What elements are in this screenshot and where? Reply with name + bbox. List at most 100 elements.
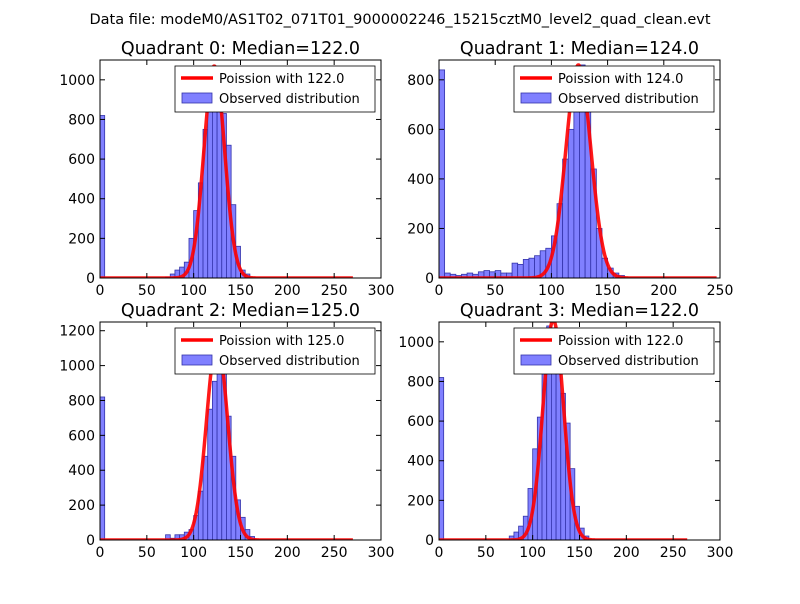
legend-box xyxy=(513,327,715,375)
x-tick-label: 0 xyxy=(96,283,105,299)
histogram-bar xyxy=(207,107,213,278)
x-tick-label: 50 xyxy=(138,545,156,561)
y-tick-label: 1000 xyxy=(59,73,95,89)
y-tick-label: 400 xyxy=(68,192,95,208)
legend: Poission with 122.0 Observed distribution xyxy=(513,327,715,375)
x-tick-label: 50 xyxy=(477,545,495,561)
legend-box xyxy=(174,65,376,113)
legend-label-observed: Observed distribution xyxy=(558,92,699,107)
histogram-bar xyxy=(528,257,535,278)
y-tick-label: 400 xyxy=(407,172,434,188)
y-tick-label: 0 xyxy=(425,271,434,287)
histogram-bar xyxy=(555,361,562,540)
chart-panel-2: 0 50 100 150 200 250 300 0 200 400 600 800 1000 1200 Q… xyxy=(59,301,394,561)
x-tick-label: 300 xyxy=(368,283,395,299)
y-tick-label: 600 xyxy=(407,414,434,430)
legend-label-observed: Observed distribution xyxy=(219,92,360,107)
x-tick-label: 100 xyxy=(180,545,207,561)
legend-bar-swatch xyxy=(520,354,552,366)
chart-title: Quadrant 2: Median=125.0 xyxy=(121,301,360,321)
histogram-bar xyxy=(573,104,580,278)
x-tick-label: 150 xyxy=(227,283,254,299)
poisson-line xyxy=(439,63,718,278)
legend-box xyxy=(174,327,376,375)
y-tick-label: 1200 xyxy=(59,324,95,340)
x-tick-label: 100 xyxy=(538,283,565,299)
x-tick-label: 300 xyxy=(707,545,734,561)
plot-area xyxy=(100,339,354,540)
histogram-bar xyxy=(517,263,524,278)
x-tick-label: 0 xyxy=(435,545,444,561)
y-tick-label: 1000 xyxy=(398,335,434,351)
plot-area xyxy=(439,63,718,278)
poisson-line xyxy=(439,322,689,540)
x-tick-label: 50 xyxy=(486,283,504,299)
y-tick-label: 800 xyxy=(407,73,434,89)
x-tick-label: 200 xyxy=(613,545,640,561)
legend-label-poisson: Poission with 122.0 xyxy=(219,72,344,87)
chart-title: Quadrant 1: Median=124.0 xyxy=(460,39,699,59)
plot-area xyxy=(100,64,354,278)
chart-panel-1: 0 50 100 150 200 250 0 200 400 600 800 Quadrant 1: … xyxy=(407,39,733,299)
y-tick-label: 800 xyxy=(68,112,95,128)
y-tick-label: 1000 xyxy=(59,359,95,375)
y-tick-label: 0 xyxy=(425,533,434,549)
histogram-bar xyxy=(522,259,530,278)
histogram-bar xyxy=(511,262,519,278)
y-tick-label: 200 xyxy=(407,493,434,509)
chart-panel-3: 0 50 100 150 200 250 300 0 200 400 600 800 1000 Quadr… xyxy=(398,301,733,561)
x-tick-label: 200 xyxy=(274,283,301,299)
histogram-bar xyxy=(211,380,218,540)
x-tick-label: 150 xyxy=(566,545,593,561)
figure-title: Data file: modeM0/AS1T02_071T01_90000022… xyxy=(89,12,710,28)
x-tick-label: 250 xyxy=(660,545,687,561)
y-tick-label: 200 xyxy=(68,231,95,247)
x-tick-label: 150 xyxy=(594,283,621,299)
y-tick-label: 600 xyxy=(68,152,95,168)
legend-bar-swatch xyxy=(181,92,213,104)
x-tick-label: 100 xyxy=(180,283,207,299)
legend-label-poisson: Poission with 124.0 xyxy=(558,72,683,87)
y-tick-label: 0 xyxy=(86,533,95,549)
x-tick-label: 0 xyxy=(96,545,105,561)
chart-title: Quadrant 3: Median=122.0 xyxy=(460,301,699,321)
x-tick-label: 100 xyxy=(519,545,546,561)
legend-bar-swatch xyxy=(520,92,552,104)
chart-panel-0: 0 50 100 150 200 250 300 0 200 400 600 800 1000 Quadr… xyxy=(59,39,394,299)
x-tick-label: 300 xyxy=(368,545,395,561)
histogram-bar xyxy=(439,69,446,278)
histogram-bar xyxy=(567,128,575,278)
histogram-bar xyxy=(207,408,213,540)
y-tick-label: 200 xyxy=(68,498,95,514)
y-tick-label: 600 xyxy=(68,428,95,444)
poisson-line xyxy=(100,339,354,540)
histogram-bar xyxy=(100,115,106,278)
histogram-bar xyxy=(165,534,171,540)
x-tick-label: 250 xyxy=(707,283,734,299)
x-tick-label: 150 xyxy=(227,545,254,561)
legend: Poission with 122.0 Observed distribution xyxy=(174,65,376,113)
legend-box xyxy=(513,65,715,113)
axes-frame xyxy=(438,59,721,279)
y-tick-label: 800 xyxy=(68,393,95,409)
y-tick-label: 200 xyxy=(407,221,434,237)
legend: Poission with 124.0 Observed distribution xyxy=(513,65,715,113)
legend-bar-swatch xyxy=(181,354,213,366)
x-tick-label: 250 xyxy=(321,283,348,299)
y-tick-label: 600 xyxy=(407,122,434,138)
x-tick-label: 200 xyxy=(274,545,301,561)
y-tick-label: 0 xyxy=(86,271,95,287)
chart-title: Quadrant 0: Median=122.0 xyxy=(121,39,360,59)
legend-label-poisson: Poission with 125.0 xyxy=(219,334,344,349)
x-tick-label: 200 xyxy=(650,283,677,299)
y-tick-label: 400 xyxy=(68,463,95,479)
x-tick-label: 50 xyxy=(138,283,156,299)
legend-label-observed: Observed distribution xyxy=(558,354,699,369)
y-tick-label: 400 xyxy=(407,454,434,470)
poisson-line xyxy=(100,64,354,278)
x-tick-label: 250 xyxy=(321,545,348,561)
legend-label-observed: Observed distribution xyxy=(219,354,360,369)
y-tick-label: 800 xyxy=(407,374,434,390)
